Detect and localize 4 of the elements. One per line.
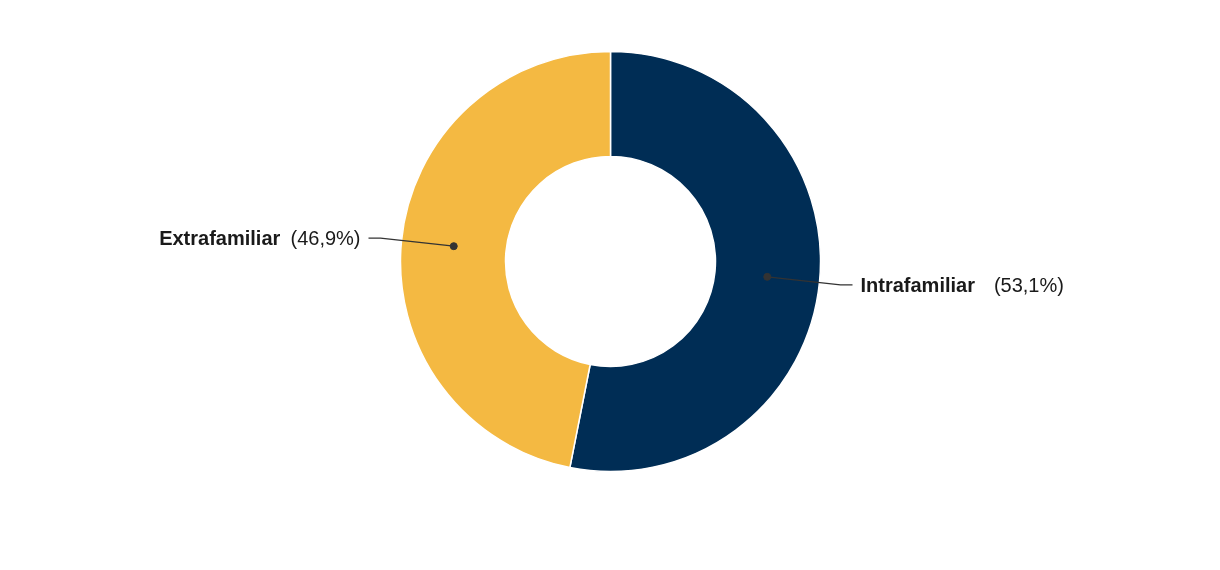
slice-label: Intrafamiliar bbox=[860, 273, 976, 296]
data-label: (53,1%) bbox=[993, 273, 1064, 296]
data-label: (46,9%) bbox=[290, 227, 361, 250]
slice-label: Extrafamiliar bbox=[159, 227, 281, 250]
